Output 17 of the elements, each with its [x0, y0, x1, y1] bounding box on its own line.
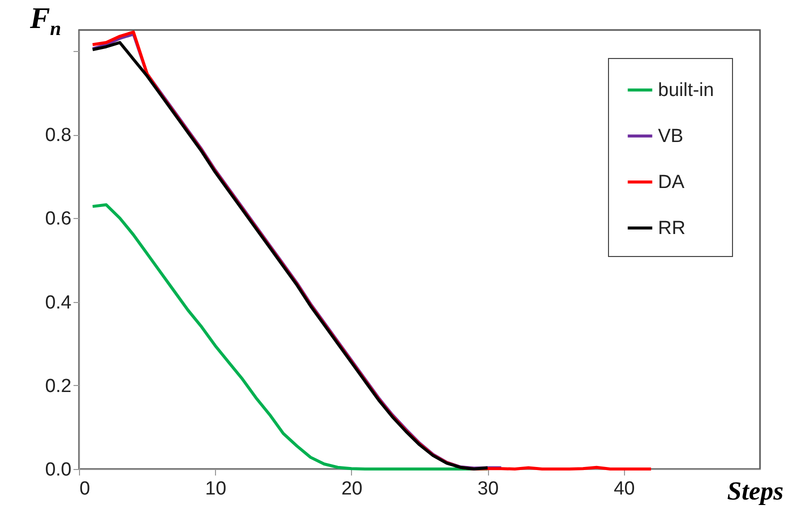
y-tick-label: 0.2 — [45, 376, 72, 397]
legend-label: VB — [658, 126, 684, 147]
y-tick-label: 0.0 — [45, 460, 72, 480]
legend-label: RR — [658, 218, 686, 239]
x-axis-title: Steps — [727, 476, 784, 506]
x-tick-label: 10 — [205, 478, 226, 500]
x-tick-label: 30 — [478, 478, 499, 500]
legend-label: DA — [658, 172, 685, 193]
legend-label: built-in — [658, 80, 714, 101]
y-tick-label: 0.6 — [45, 208, 72, 230]
x-tick-label: 0 — [80, 478, 90, 500]
y-tick-label: 0.4 — [45, 292, 72, 314]
y-axis-title: F$_{n}$ — [30, 2, 62, 41]
y-tick-label: 0.8 — [45, 125, 72, 146]
x-tick-label: 40 — [614, 478, 635, 500]
x-tick-label: 20 — [341, 478, 362, 500]
line-series — [91, 203, 490, 470]
